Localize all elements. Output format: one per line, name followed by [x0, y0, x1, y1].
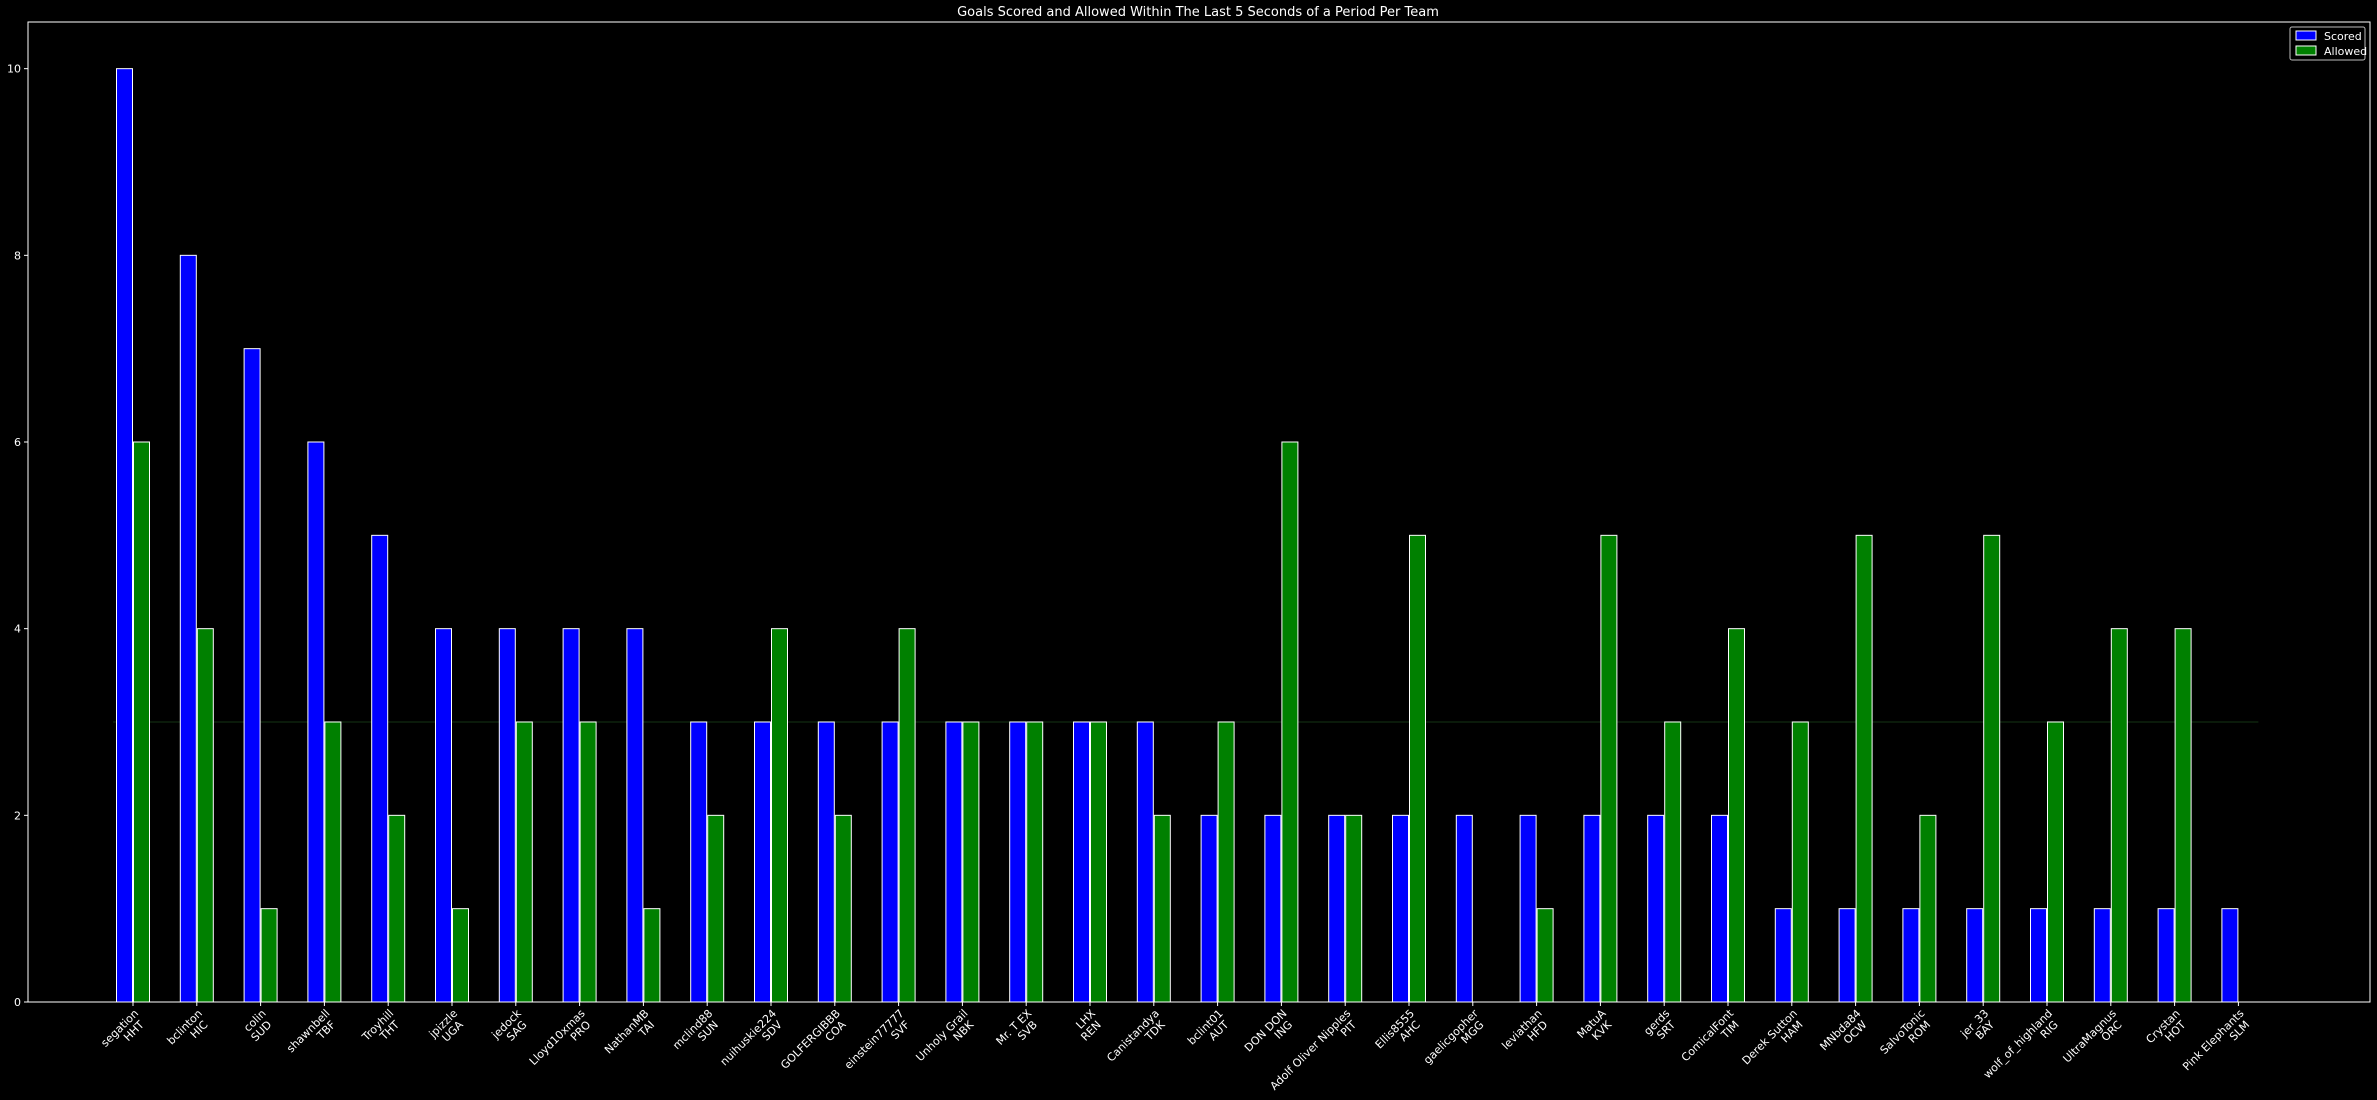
bar-scored [2093, 908, 2111, 1003]
bar-scored [1009, 721, 1027, 1003]
legend-label-scored: Scored [2324, 30, 2362, 43]
bar-allowed [898, 628, 916, 1003]
y-tick-label: 4 [14, 623, 21, 636]
bar-scored [116, 68, 133, 1003]
bar-scored [2030, 908, 2047, 1003]
bar-scored [1902, 908, 1920, 1003]
y-tick-label: 8 [14, 249, 21, 262]
bar-scored [1200, 814, 1218, 1003]
bar-allowed [579, 721, 597, 1003]
y-tick-label: 0 [14, 996, 21, 1009]
bar-scored [754, 721, 771, 1003]
bar-scored [881, 721, 899, 1003]
bar-scored [1711, 814, 1728, 1003]
bar-allowed [2174, 628, 2192, 1003]
bar-scored [1136, 721, 1154, 1003]
bar-allowed [1791, 721, 1809, 1003]
bar-allowed [1600, 534, 1618, 1003]
bar-allowed [324, 721, 342, 1003]
bar-allowed [1919, 814, 1937, 1003]
bar-allowed [643, 908, 661, 1003]
bar-scored [1647, 814, 1665, 1003]
bar-scored [1519, 814, 1537, 1003]
bar-allowed [1409, 534, 1426, 1003]
bar-allowed [1664, 721, 1682, 1003]
legend-swatch-allowed [2295, 45, 2317, 56]
bar-allowed [260, 908, 278, 1003]
bar-scored [1073, 721, 1090, 1003]
bar-allowed [1345, 814, 1363, 1003]
bar-scored [2157, 908, 2175, 1003]
legend-label-allowed: Allowed [2324, 45, 2367, 58]
bar-allowed [452, 908, 469, 1003]
bar-allowed [1728, 628, 1745, 1003]
bar-scored [1966, 908, 1984, 1003]
legend: Scored Allowed [2289, 26, 2367, 61]
bar-scored [1392, 814, 1409, 1003]
bar-scored [1583, 814, 1601, 1003]
bar-allowed [1090, 721, 1107, 1003]
legend-swatch-scored [2295, 30, 2317, 41]
bar-allowed [1153, 814, 1171, 1003]
bar-allowed [1026, 721, 1044, 1003]
bar-scored [1774, 908, 1792, 1003]
bar-allowed [1536, 908, 1554, 1003]
bar-allowed [1983, 534, 2001, 1003]
bar-scored [371, 534, 389, 1003]
bar-scored [1264, 814, 1282, 1003]
y-tick-label: 10 [7, 63, 21, 76]
bar-allowed [1217, 721, 1235, 1003]
bar-allowed [515, 721, 533, 1003]
bar-allowed [388, 814, 406, 1003]
bar-scored [1838, 908, 1856, 1003]
bar-scored [1328, 814, 1346, 1003]
bar-scored [1455, 814, 1473, 1003]
axes-frame [27, 21, 2371, 1003]
chart-title: Goals Scored and Allowed Within The Last… [957, 5, 1439, 20]
bar-allowed [2110, 628, 2128, 1003]
bar-allowed [834, 814, 852, 1003]
bar-scored [817, 721, 835, 1003]
bar-scored [690, 721, 708, 1003]
bar-scored [179, 254, 197, 1003]
bar-scored [498, 628, 516, 1003]
bar-scored [945, 721, 963, 1003]
bar-allowed [771, 628, 788, 1003]
y-tick-label: 6 [14, 436, 21, 449]
bar-scored [562, 628, 580, 1003]
bar-allowed [133, 441, 150, 1003]
bar-allowed [196, 628, 214, 1003]
bar-scored [626, 628, 644, 1003]
bar-scored [2221, 908, 2239, 1003]
bar-scored [243, 348, 261, 1003]
bar-scored [307, 441, 325, 1003]
bar-allowed [707, 814, 725, 1003]
bar-allowed [2047, 721, 2064, 1003]
bar-allowed [1855, 534, 1873, 1003]
bar-allowed [962, 721, 980, 1003]
bar-scored [435, 628, 452, 1003]
bar-allowed [1281, 441, 1299, 1003]
y-tick-label: 2 [14, 809, 21, 822]
